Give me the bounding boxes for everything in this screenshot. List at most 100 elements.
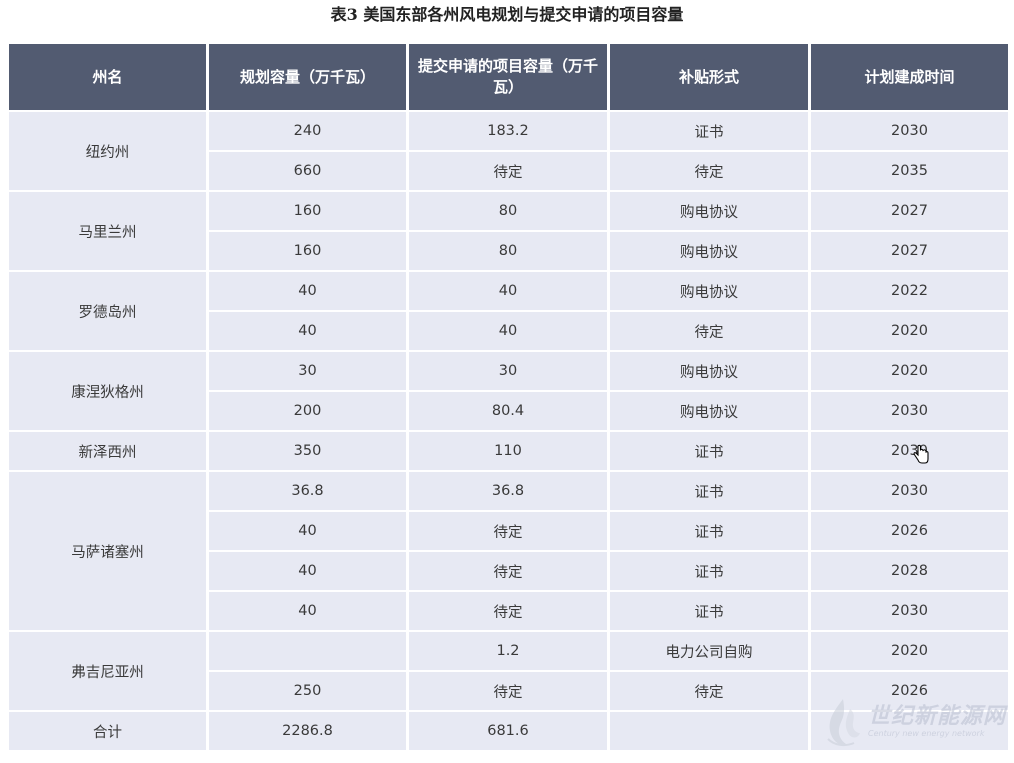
submitted-cell: 待定: [409, 552, 607, 590]
table-title: 表3 美国东部各州风电规划与提交申请的项目容量: [330, 5, 684, 24]
planned-cell: [209, 632, 406, 670]
year-cell: 2035: [811, 152, 1008, 190]
planned-cell: 200: [209, 392, 406, 430]
table-row: 160 80 购电协议 2027: [9, 232, 1008, 270]
submitted-cell: 待定: [409, 512, 607, 550]
planned-cell: 30: [209, 352, 406, 390]
planned-cell: 40: [209, 272, 406, 310]
submitted-cell: 40: [409, 312, 607, 350]
subsidy-cell: 购电协议: [610, 232, 808, 270]
table-row: 40 待定 证书 2030: [9, 592, 1008, 630]
col-header-state: 州名: [9, 44, 206, 110]
year-cell: 2026: [811, 512, 1008, 550]
watermark-cn: 世纪新能源网: [867, 704, 1006, 729]
table-row: 纽约州 240 183.2 证书 2030: [9, 112, 1008, 190]
submitted-cell: 30: [409, 352, 607, 390]
submitted-cell: 80: [409, 192, 607, 230]
planned-cell: 40: [209, 512, 406, 550]
state-name-cell: 纽约州: [9, 112, 206, 190]
submitted-cell: 36.8: [409, 472, 607, 510]
table-row: 200 80.4 购电协议 2030: [9, 392, 1008, 430]
state-name-cell: 新泽西州: [9, 432, 206, 470]
planned-cell: 36.8: [209, 472, 406, 510]
submitted-cell: 110: [409, 432, 607, 470]
year-cell: 2027: [811, 232, 1008, 270]
planned-cell: 40: [209, 592, 406, 630]
year-cell: 2020: [811, 352, 1008, 390]
subsidy-cell: 待定: [610, 312, 808, 350]
year-cell: 2020: [811, 312, 1008, 350]
col-header-subsidy-type: 补贴形式: [610, 44, 808, 110]
year-cell: 2022: [811, 272, 1008, 310]
planned-cell: 250: [209, 672, 406, 710]
subsidy-cell: 证书: [610, 592, 808, 630]
total-planned-cell: 2286.8: [209, 712, 406, 750]
planned-cell: 240: [209, 112, 406, 150]
total-row: 合计 2286.8 681.6: [9, 712, 1008, 750]
submitted-cell: 80.4: [409, 392, 607, 430]
subsidy-cell: 证书: [610, 112, 808, 150]
year-cell: 2030: [811, 592, 1008, 630]
total-label-cell: 合计: [9, 712, 206, 750]
submitted-cell: 待定: [409, 152, 607, 190]
year-cell: 2030: [811, 392, 1008, 430]
col-header-planned-capacity: 规划容量（万千瓦）: [209, 44, 406, 110]
subsidy-cell: 证书: [610, 472, 808, 510]
subsidy-cell: 购电协议: [610, 272, 808, 310]
subsidy-cell: 证书: [610, 512, 808, 550]
state-name-cell: 弗吉尼亚州: [9, 632, 206, 710]
planned-cell: 40: [209, 312, 406, 350]
header-row: 州名 规划容量（万千瓦） 提交申请的项目容量（万千瓦） 补贴形式 计划建成时间: [9, 44, 1008, 110]
col-header-submitted-capacity: 提交申请的项目容量（万千瓦）: [409, 44, 607, 110]
state-name-cell: 马萨诸塞州: [9, 472, 206, 630]
year-cell: 2020: [811, 632, 1008, 670]
planned-cell: 160: [209, 232, 406, 270]
year-cell: 2028: [811, 552, 1008, 590]
total-submitted-cell: 681.6: [409, 712, 607, 750]
wind-capacity-table: 州名 规划容量（万千瓦） 提交申请的项目容量（万千瓦） 补贴形式 计划建成时间 …: [6, 42, 1011, 752]
table-row: 40 40 待定 2020: [9, 312, 1008, 350]
subsidy-cell: 证书: [610, 432, 808, 470]
table-row: 弗吉尼亚州 1.2 电力公司自购 2020: [9, 632, 1008, 710]
submitted-cell: 183.2: [409, 112, 607, 150]
col-header-completion-year: 计划建成时间: [811, 44, 1008, 110]
subsidy-cell: 购电协议: [610, 192, 808, 230]
year-cell: 2030: [811, 112, 1008, 150]
submitted-cell: 80: [409, 232, 607, 270]
state-name-cell: 马里兰州: [9, 192, 206, 270]
total-subsidy-cell: [610, 712, 808, 750]
submitted-cell: 40: [409, 272, 607, 310]
table-row: 660 待定 待定 2035: [9, 152, 1008, 190]
subsidy-cell: 电力公司自购: [610, 632, 808, 670]
subsidy-cell: 待定: [610, 672, 808, 710]
state-name-cell: 罗德岛州: [9, 272, 206, 350]
year-cell: 2030: [811, 472, 1008, 510]
table-row: 新泽西州 350 110 证书 2030: [9, 432, 1008, 470]
year-cell: 2027: [811, 192, 1008, 230]
submitted-cell: 1.2: [409, 632, 607, 670]
watermark-en: Century new energy network: [867, 729, 985, 738]
table-row: 马里兰州 160 80 购电协议 2027: [9, 192, 1008, 270]
subsidy-cell: 证书: [610, 552, 808, 590]
state-name-cell: 康涅狄格州: [9, 352, 206, 430]
table-row: 马萨诸塞州 36.8 36.8 证书 2030: [9, 472, 1008, 630]
planned-cell: 660: [209, 152, 406, 190]
subsidy-cell: 购电协议: [610, 352, 808, 390]
subsidy-cell: 购电协议: [610, 392, 808, 430]
subsidy-cell: 待定: [610, 152, 808, 190]
site-watermark: 世纪新能源网 Century new energy network: [820, 695, 1006, 749]
table-row: 250 待定 待定 2026: [9, 672, 1008, 710]
submitted-cell: 待定: [409, 592, 607, 630]
table-row: 40 待定 证书 2028: [9, 552, 1008, 590]
year-cell: 2030: [811, 432, 1008, 470]
year-cell: 2026: [811, 672, 1008, 710]
table-row: 罗德岛州 40 40 购电协议 2022: [9, 272, 1008, 350]
flame-logo-icon: [827, 699, 860, 747]
planned-cell: 350: [209, 432, 406, 470]
table-row: 40 待定 证书 2026: [9, 512, 1008, 550]
submitted-cell: 待定: [409, 672, 607, 710]
hand-cursor-icon: [913, 444, 929, 464]
planned-cell: 40: [209, 552, 406, 590]
table-row: 康涅狄格州 30 30 购电协议 2020: [9, 352, 1008, 430]
planned-cell: 160: [209, 192, 406, 230]
